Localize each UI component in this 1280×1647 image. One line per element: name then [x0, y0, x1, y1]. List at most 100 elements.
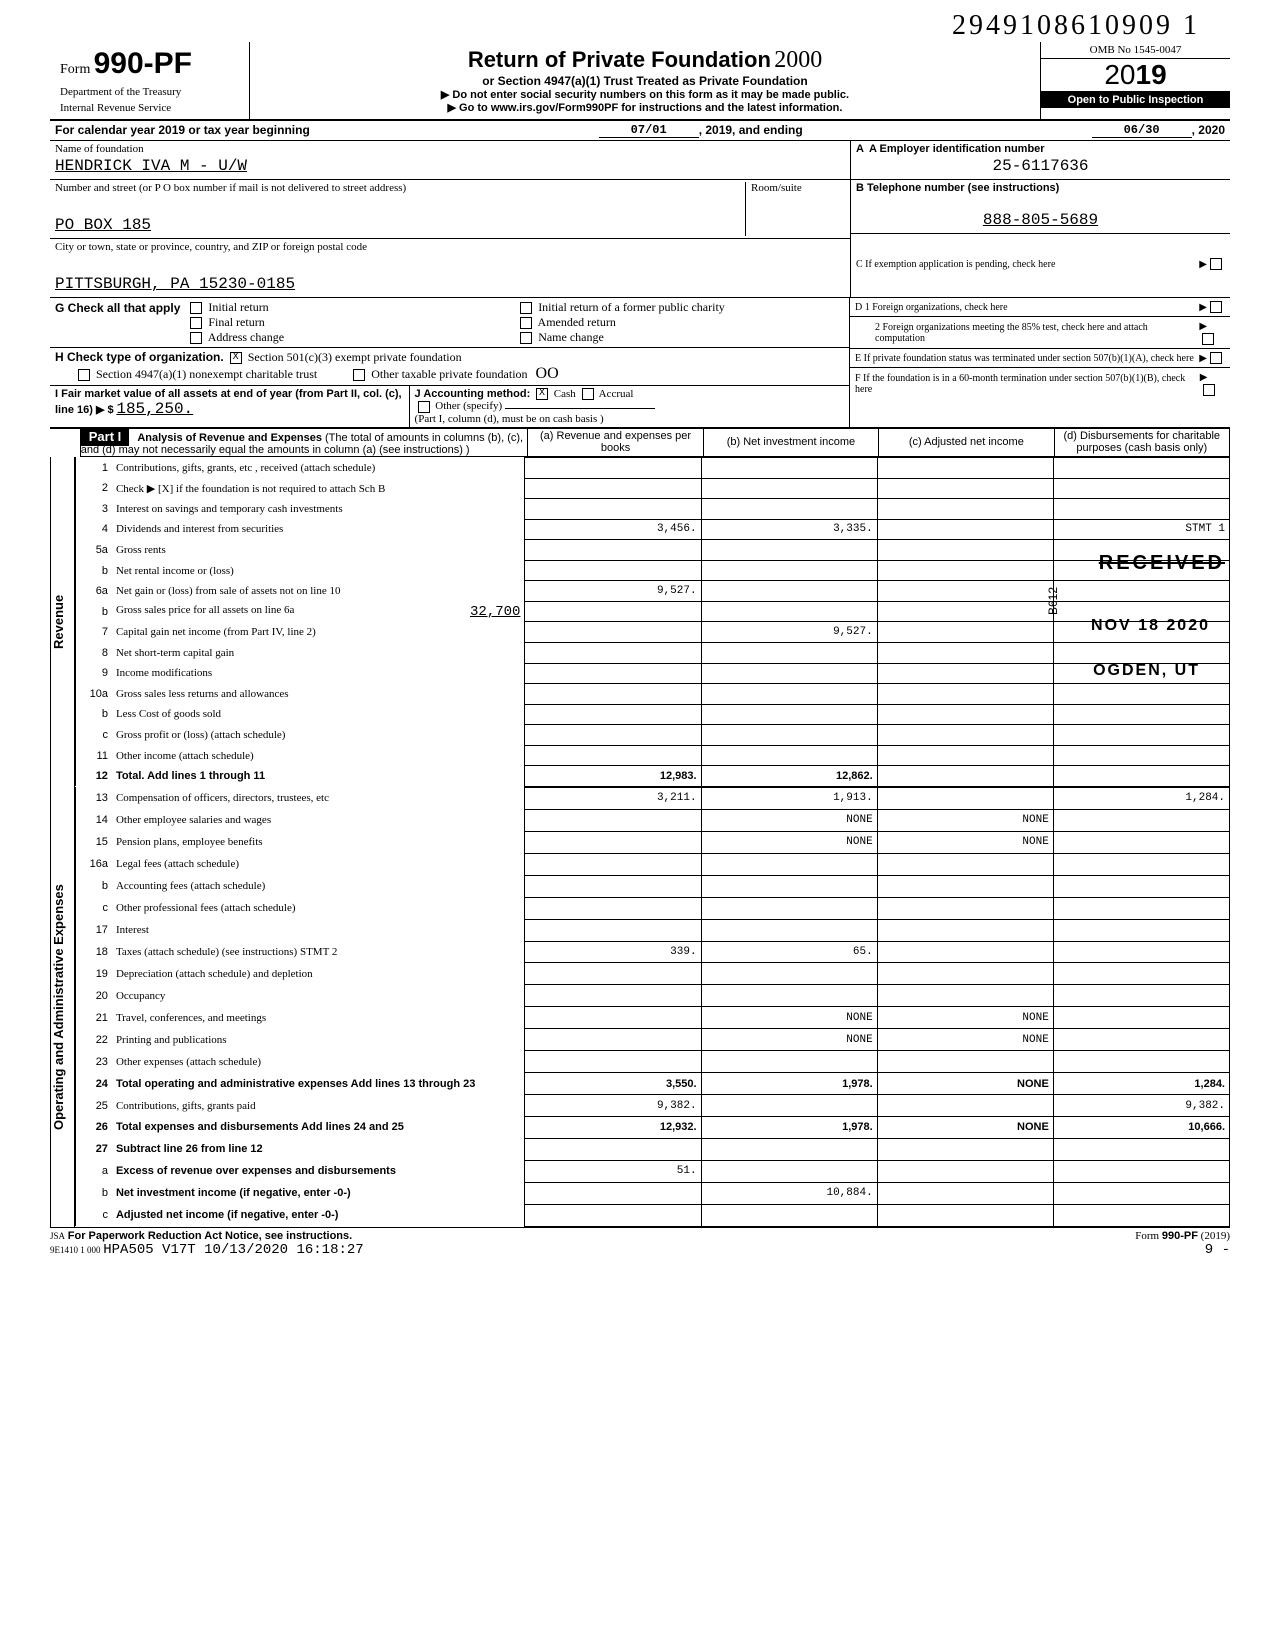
amount-17-b[interactable]	[701, 919, 877, 941]
amount-c-d[interactable]	[1053, 1204, 1229, 1226]
amount-12-b[interactable]: 12,862.	[701, 766, 877, 787]
d2-checkbox[interactable]	[1199, 320, 1225, 344]
amount-6a-b[interactable]	[701, 581, 877, 602]
amount-22-b[interactable]: NONE	[701, 1029, 877, 1051]
amount-21-d[interactable]	[1053, 1007, 1229, 1029]
amount-b-c[interactable]	[877, 875, 1053, 897]
amount-4-b[interactable]: 3,335.	[701, 519, 877, 540]
amount-1-b[interactable]	[701, 457, 877, 478]
amount-20-c[interactable]	[877, 985, 1053, 1007]
amount-b-b[interactable]	[701, 875, 877, 897]
g-opt-name[interactable]: Name change	[517, 330, 847, 345]
amount-7-c[interactable]	[877, 622, 1053, 643]
amount-27-b[interactable]	[701, 1138, 877, 1160]
amount-16a-d[interactable]	[1053, 853, 1229, 875]
g-opt-address[interactable]: Address change	[187, 330, 517, 345]
amount-11-c[interactable]	[877, 745, 1053, 766]
amount-21-b[interactable]: NONE	[701, 1007, 877, 1029]
amount-19-b[interactable]	[701, 963, 877, 985]
amount-b-c[interactable]	[877, 1182, 1053, 1204]
amount-19-d[interactable]	[1053, 963, 1229, 985]
amount-17-d[interactable]	[1053, 919, 1229, 941]
amount-17-a[interactable]	[525, 919, 701, 941]
j-accrual-checkbox[interactable]	[582, 388, 594, 400]
amount-11-d[interactable]	[1053, 745, 1229, 766]
amount-24-c[interactable]: NONE	[877, 1073, 1053, 1095]
h-4947-checkbox[interactable]	[75, 367, 93, 381]
amount-23-a[interactable]	[525, 1051, 701, 1073]
amount-20-d[interactable]	[1053, 985, 1229, 1007]
amount-19-c[interactable]	[877, 963, 1053, 985]
amount-2-c[interactable]	[877, 478, 1053, 499]
foundation-name[interactable]: HENDRICK IVA M - U/W	[55, 155, 845, 177]
j-cash-checkbox[interactable]: X	[536, 388, 548, 400]
city-state-zip[interactable]: PITTSBURGH, PA 15230-0185	[55, 273, 845, 295]
amount-b-c[interactable]	[877, 601, 1053, 622]
amount-b-a[interactable]	[525, 601, 701, 622]
g-opt-initial[interactable]: Initial return	[187, 300, 517, 315]
amount-3-d[interactable]	[1053, 499, 1229, 520]
amount-c-b[interactable]	[701, 725, 877, 746]
g-opt-amended[interactable]: Amended return	[517, 315, 847, 330]
amount-b-c[interactable]	[877, 560, 1053, 581]
amount-10a-b[interactable]	[701, 684, 877, 705]
amount-a-d[interactable]	[1053, 1160, 1229, 1182]
amount-c-d[interactable]	[1053, 725, 1229, 746]
amount-c-b[interactable]	[701, 897, 877, 919]
g-opt-final[interactable]: Final return	[187, 315, 517, 330]
fmv-value[interactable]: 185,250.	[116, 398, 193, 420]
amount-25-a[interactable]: 9,382.	[525, 1095, 701, 1117]
amount-14-b[interactable]: NONE	[701, 809, 877, 831]
amount-2-d[interactable]	[1053, 478, 1229, 499]
e-checkbox[interactable]	[1199, 352, 1225, 364]
amount-11-a[interactable]	[525, 745, 701, 766]
amount-13-a[interactable]: 3,211.	[525, 787, 701, 809]
phone-value[interactable]: 888-805-5689	[856, 209, 1225, 231]
amount-1-a[interactable]	[525, 457, 701, 478]
street-address[interactable]: PO BOX 185	[55, 214, 745, 236]
h-other-checkbox[interactable]	[350, 367, 368, 381]
amount-a-c[interactable]	[877, 1160, 1053, 1182]
amount-3-b[interactable]	[701, 499, 877, 520]
amount-4-a[interactable]: 3,456.	[525, 519, 701, 540]
amount-12-d[interactable]	[1053, 766, 1229, 787]
amount-5a-b[interactable]	[701, 540, 877, 561]
amount-c-a[interactable]	[525, 897, 701, 919]
amount-b-a[interactable]	[525, 560, 701, 581]
amount-c-a[interactable]	[525, 725, 701, 746]
amount-c-c[interactable]	[877, 897, 1053, 919]
amount-25-c[interactable]	[877, 1095, 1053, 1117]
amount-27-a[interactable]	[525, 1138, 701, 1160]
amount-16a-c[interactable]	[877, 853, 1053, 875]
amount-c-b[interactable]	[701, 1204, 877, 1226]
amount-26-b[interactable]: 1,978.	[701, 1117, 877, 1139]
amount-22-c[interactable]: NONE	[877, 1029, 1053, 1051]
amount-b-a[interactable]	[525, 704, 701, 725]
amount-b-d[interactable]	[1053, 875, 1229, 897]
amount-21-a[interactable]	[525, 1007, 701, 1029]
amount-24-b[interactable]: 1,978.	[701, 1073, 877, 1095]
period-end-month[interactable]: 06/30	[1092, 123, 1192, 138]
amount-7-a[interactable]	[525, 622, 701, 643]
amount-18-a[interactable]: 339.	[525, 941, 701, 963]
amount-21-c[interactable]: NONE	[877, 1007, 1053, 1029]
amount-8-c[interactable]	[877, 643, 1053, 664]
f-checkbox[interactable]	[1200, 371, 1225, 395]
amount-1-c[interactable]	[877, 457, 1053, 478]
amount-16a-a[interactable]	[525, 853, 701, 875]
amount-18-b[interactable]: 65.	[701, 941, 877, 963]
h-501c3-checkbox[interactable]: X	[230, 352, 242, 364]
amount-27-c[interactable]	[877, 1138, 1053, 1160]
amount-c-c[interactable]	[877, 725, 1053, 746]
amount-10a-d[interactable]	[1053, 684, 1229, 705]
amount-4-d[interactable]: STMT 1	[1053, 519, 1229, 540]
amount-22-a[interactable]	[525, 1029, 701, 1051]
amount-14-d[interactable]	[1053, 809, 1229, 831]
amount-3-c[interactable]	[877, 499, 1053, 520]
amount-5a-c[interactable]	[877, 540, 1053, 561]
amount-23-b[interactable]	[701, 1051, 877, 1073]
amount-9-a[interactable]	[525, 663, 701, 684]
amount-6a-d[interactable]	[1053, 581, 1229, 602]
amount-16a-b[interactable]	[701, 853, 877, 875]
amount-b-d[interactable]	[1053, 1182, 1229, 1204]
